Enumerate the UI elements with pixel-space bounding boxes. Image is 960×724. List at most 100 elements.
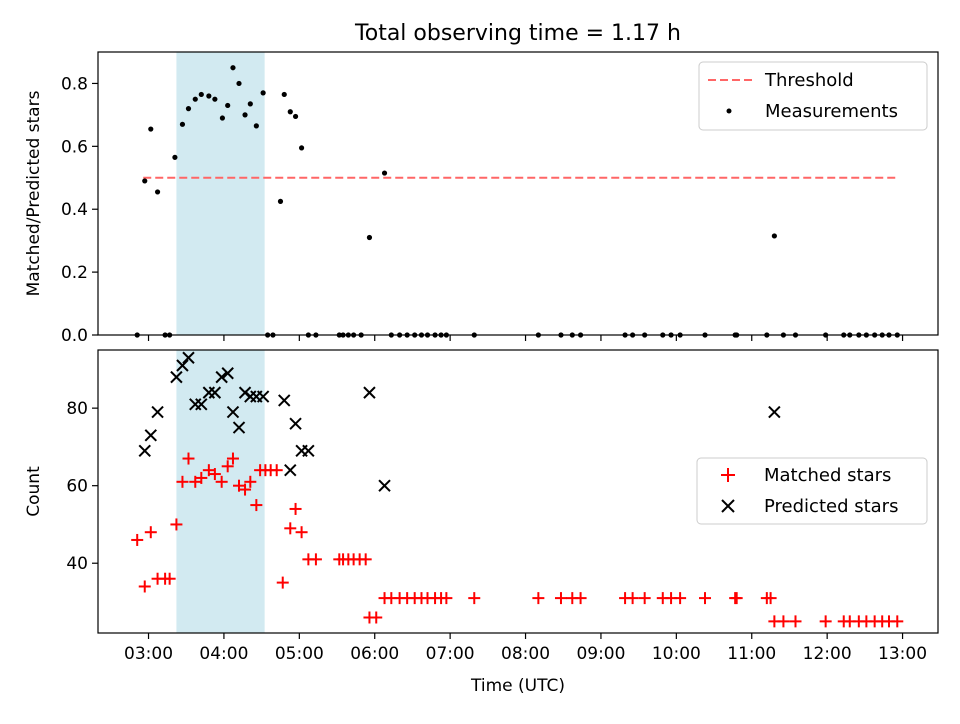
- predicted-point: [232, 421, 246, 434]
- measurement-point: [219, 115, 226, 121]
- predicted-point: [284, 463, 297, 477]
- measurement-point: [154, 189, 161, 195]
- matched-point: [789, 615, 802, 628]
- predicted-point: [256, 390, 270, 403]
- matched-point: [891, 615, 904, 628]
- x-tick-label: 13:00: [878, 644, 927, 664]
- x-tick-label: 09:00: [576, 644, 625, 664]
- matched-point: [574, 592, 587, 605]
- x-axis-label: Time (UTC): [470, 676, 565, 696]
- matched-point: [730, 592, 743, 605]
- matched-point: [699, 592, 712, 605]
- measurement-point: [260, 90, 266, 96]
- matched-point: [468, 592, 481, 605]
- matched-point: [144, 526, 157, 539]
- matched-point: [270, 464, 283, 477]
- measurement-point: [192, 96, 198, 102]
- predicted-point: [176, 359, 189, 372]
- matched-point: [250, 499, 263, 512]
- panel-ratio: 0.00.20.40.60.8 Matched/Predicted stars …: [24, 51, 939, 346]
- matched-point: [189, 475, 202, 488]
- x-tick-label: 11:00: [727, 644, 776, 664]
- x-tick-label: 05:00: [275, 644, 324, 664]
- predicted-point: [138, 444, 151, 458]
- predicted-point: [226, 405, 240, 419]
- measurement-point: [225, 102, 231, 109]
- measurement-point: [212, 96, 218, 102]
- y-tick-label: 0.0: [61, 326, 88, 346]
- matched-point: [638, 592, 651, 605]
- measurement-point: [206, 93, 212, 99]
- predicted-point: [215, 370, 228, 384]
- measurement-point: [148, 126, 154, 132]
- measurement-point: [198, 91, 204, 98]
- y-axis-label-ratio: Matched/Predicted stars: [24, 90, 44, 296]
- chart-title: Total observing time = 1.17 h: [354, 21, 681, 46]
- matched-point: [244, 475, 257, 488]
- matched-point: [289, 502, 302, 515]
- shaded-span: [176, 52, 265, 335]
- panel-ratio-frame: [97, 51, 939, 336]
- matched-point: [170, 518, 183, 531]
- measurement-point: [292, 113, 299, 120]
- legend-matched-swatch: [721, 468, 735, 482]
- matched-point: [276, 576, 289, 589]
- legend-predicted-label: Predicted stars: [764, 496, 898, 517]
- measurement-point: [242, 112, 248, 118]
- predicted-point: [151, 405, 164, 419]
- legend-measurements-label: Measurements: [765, 101, 898, 122]
- matched-point: [131, 533, 144, 546]
- matched-point: [359, 553, 372, 566]
- measurement-point: [287, 109, 293, 115]
- predicted-point: [182, 351, 195, 364]
- y-tick-label: 0.6: [61, 137, 88, 157]
- matched-point: [819, 615, 832, 628]
- matched-point: [138, 580, 151, 593]
- matched-point: [309, 553, 322, 566]
- measurement-point: [253, 123, 259, 129]
- matched-point: [626, 592, 639, 605]
- matched-point: [195, 471, 208, 484]
- measurement-point: [298, 145, 305, 151]
- measurement-point: [185, 106, 192, 112]
- legend-matched-label: Matched stars: [764, 465, 891, 486]
- measurement-point: [172, 154, 178, 160]
- matched-point: [284, 522, 297, 535]
- y-tick-label: 0.4: [61, 200, 88, 220]
- y-tick-label: 60: [66, 477, 88, 497]
- measurement-point: [179, 121, 186, 127]
- predicted-point: [170, 370, 183, 384]
- y-axis-label-count: Count: [24, 466, 44, 517]
- predicted-point: [195, 398, 208, 411]
- predicted-point: [278, 394, 291, 407]
- predicted-point: [208, 386, 222, 399]
- predicted-point: [768, 405, 781, 419]
- predicted-point: [289, 417, 302, 430]
- matched-point: [295, 526, 308, 539]
- matched-point: [215, 475, 228, 488]
- measurement-point: [230, 65, 236, 71]
- y-tick-label: 0.8: [61, 74, 88, 94]
- measurement-point: [247, 101, 253, 107]
- legend-count: Matched stars Predicted stars: [696, 457, 928, 525]
- measurement-point: [381, 170, 388, 176]
- matched-point: [182, 452, 195, 465]
- matched-point: [221, 460, 234, 473]
- measurement-point: [281, 91, 287, 98]
- matched-point: [440, 592, 453, 605]
- matched-point: [163, 572, 176, 585]
- matched-point: [176, 475, 189, 488]
- matched-point: [226, 452, 239, 465]
- x-tick-label: 03:00: [124, 644, 173, 664]
- measurement-point: [236, 80, 242, 87]
- predicted-point: [363, 386, 376, 399]
- measurement-point: [277, 198, 284, 204]
- x-tick-label: 06:00: [350, 644, 399, 664]
- matched-point: [777, 615, 790, 628]
- x-tick-label: 10:00: [652, 644, 701, 664]
- matched-point: [370, 611, 383, 624]
- matched-point: [208, 468, 221, 481]
- predicted-point: [378, 479, 391, 492]
- y-tick-label: 0.2: [61, 263, 88, 283]
- predicted-point: [302, 444, 315, 458]
